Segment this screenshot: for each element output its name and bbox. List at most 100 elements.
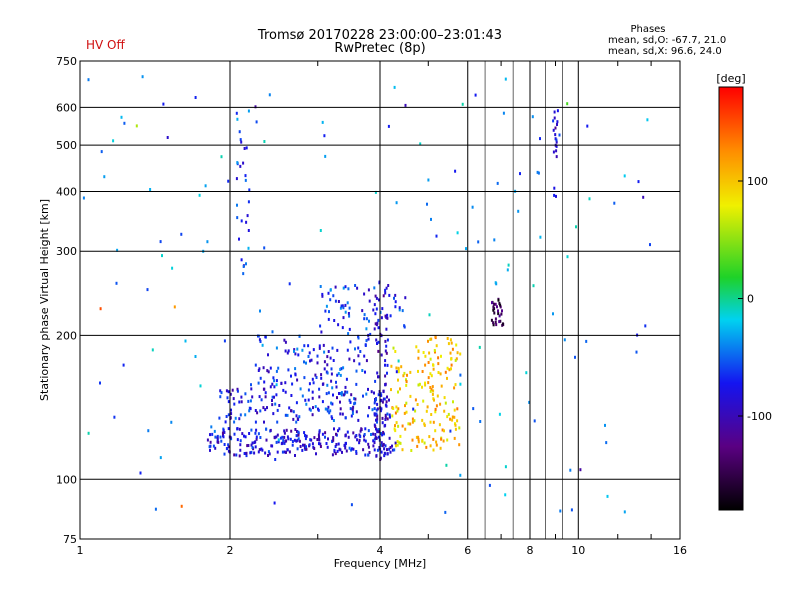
data-point — [370, 433, 372, 436]
x-tick-label: 10 — [571, 544, 585, 557]
data-point — [267, 454, 269, 457]
data-point — [456, 231, 459, 235]
data-point — [381, 400, 384, 404]
data-point — [229, 416, 232, 420]
data-point — [409, 394, 412, 398]
data-point — [120, 115, 123, 119]
data-point — [390, 388, 392, 392]
data-point — [373, 327, 376, 331]
data-point — [412, 407, 415, 411]
data-point — [319, 442, 322, 446]
data-point — [226, 396, 229, 400]
data-point — [635, 350, 638, 354]
data-point — [455, 357, 458, 361]
data-point — [297, 430, 300, 434]
data-point — [236, 161, 239, 165]
data-point — [244, 178, 247, 182]
data-point — [159, 456, 162, 460]
data-point — [415, 345, 418, 349]
data-point — [274, 402, 277, 406]
data-point — [316, 354, 319, 358]
y-tick-label: 600 — [56, 101, 77, 114]
data-point — [375, 296, 378, 300]
data-point — [390, 364, 393, 368]
data-point — [251, 446, 254, 449]
data-point — [376, 342, 378, 345]
data-point — [449, 338, 452, 342]
data-point — [332, 393, 334, 397]
data-point — [425, 445, 428, 449]
data-point — [295, 420, 298, 424]
data-point — [394, 305, 397, 309]
data-point — [490, 318, 493, 322]
data-point — [644, 324, 647, 328]
data-point — [304, 447, 307, 451]
data-point — [398, 306, 401, 310]
data-point — [443, 409, 446, 413]
data-point — [286, 413, 289, 417]
data-point — [305, 402, 308, 406]
data-point — [386, 338, 389, 342]
data-point — [113, 415, 116, 419]
data-point — [376, 414, 379, 418]
data-point — [363, 354, 366, 358]
data-point — [414, 409, 417, 413]
data-point — [318, 346, 321, 350]
data-point — [273, 385, 276, 389]
data-point — [328, 411, 331, 415]
data-point — [293, 348, 296, 352]
data-point — [326, 408, 329, 411]
data-point — [204, 184, 207, 188]
data-point — [275, 369, 278, 373]
data-point — [326, 363, 329, 367]
data-point — [246, 444, 249, 448]
data-point — [405, 378, 407, 382]
data-point — [613, 201, 616, 205]
data-point — [227, 449, 230, 453]
data-point — [290, 394, 293, 397]
data-point — [214, 435, 217, 439]
data-point — [298, 439, 301, 443]
data-point — [417, 369, 419, 373]
data-point — [309, 438, 312, 442]
data-point — [295, 414, 298, 418]
data-point — [323, 360, 326, 364]
data-point — [239, 443, 242, 447]
data-point — [331, 402, 334, 406]
data-point — [519, 172, 521, 176]
data-point — [450, 363, 453, 367]
data-point — [335, 380, 337, 384]
data-point — [283, 431, 286, 435]
data-point — [317, 433, 320, 437]
data-point — [325, 442, 328, 445]
data-point — [296, 417, 299, 421]
x-tick-label: 8 — [527, 544, 534, 557]
data-point — [372, 439, 375, 443]
data-point — [427, 381, 430, 385]
data-point — [331, 346, 334, 350]
data-point — [585, 339, 588, 343]
data-point — [332, 438, 335, 442]
data-point — [388, 447, 391, 451]
data-point — [236, 387, 239, 391]
data-point — [227, 400, 230, 404]
data-point — [332, 359, 335, 362]
data-point — [347, 332, 350, 336]
data-point — [384, 349, 387, 353]
data-point — [360, 427, 363, 431]
data-point — [318, 430, 321, 434]
data-point — [331, 386, 334, 390]
data-point — [198, 193, 201, 197]
data-point — [382, 389, 385, 393]
data-point — [373, 441, 376, 444]
data-point — [439, 446, 442, 450]
data-point — [397, 366, 400, 370]
data-point — [431, 385, 434, 389]
data-point — [264, 391, 267, 395]
data-point — [250, 428, 253, 432]
data-point — [242, 272, 245, 276]
data-point — [386, 452, 389, 456]
data-point — [623, 174, 626, 178]
data-point — [344, 303, 347, 307]
data-point — [229, 392, 232, 396]
